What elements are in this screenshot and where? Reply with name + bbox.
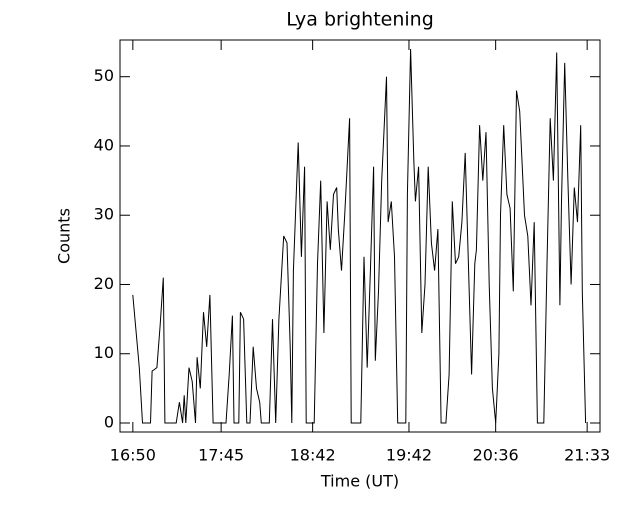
chart-title: Lya brightening [286, 9, 434, 31]
x-tick-label: 19:42 [386, 446, 432, 465]
y-tick-label: 10 [94, 343, 114, 362]
y-tick-label: 40 [94, 135, 114, 154]
plot-frame [119, 39, 601, 433]
x-tick-label: 16:50 [110, 446, 156, 465]
y-tick-label: 30 [94, 205, 114, 224]
y-tick-label: 20 [94, 274, 114, 293]
x-tick-label: 18:42 [290, 446, 336, 465]
y-tick-label: 0 [104, 412, 114, 431]
x-axis-title: Time (UT) [320, 472, 399, 491]
x-tick-label: 21:33 [564, 446, 610, 465]
data-line [132, 48, 587, 424]
y-axis-title: Counts [55, 208, 74, 264]
x-tick-label: 17:45 [198, 446, 244, 465]
y-tick-label: 50 [94, 66, 114, 85]
x-tick-label: 20:36 [473, 446, 519, 465]
